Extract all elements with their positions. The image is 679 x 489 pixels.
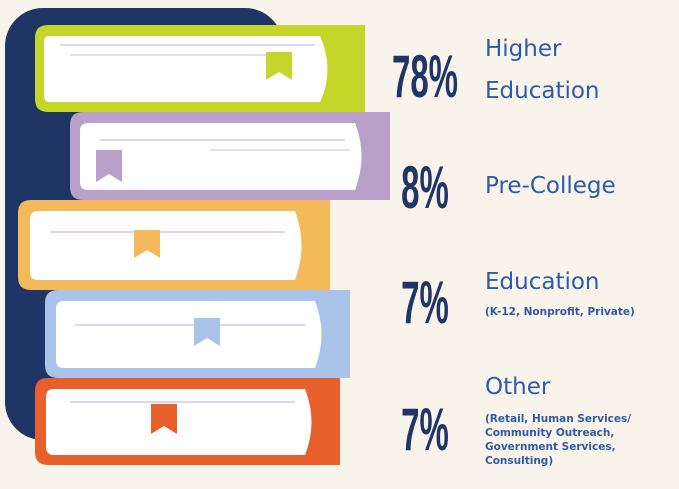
label-detail: (Retail, Human Services/: [485, 413, 631, 425]
book-pages: [46, 389, 312, 455]
label-detail: Government Services,: [485, 441, 616, 453]
label-title: Higher: [485, 36, 562, 62]
label-title: Education: [485, 78, 600, 104]
label-title: Pre-College: [485, 173, 616, 199]
percent: 78%: [392, 44, 458, 111]
label-title: Education: [485, 269, 600, 295]
book-pages: [56, 301, 322, 368]
percent: 7%: [401, 397, 449, 464]
label-detail: Community Outreach,: [485, 427, 614, 439]
book-pages: [80, 123, 362, 190]
percent: 7%: [401, 270, 449, 337]
label-title: Other: [485, 374, 551, 400]
percent: 8%: [401, 155, 449, 222]
label-detail: (K-12, Nonprofit, Private): [485, 306, 635, 318]
book-pages: [30, 211, 302, 280]
label-detail: Consulting): [485, 455, 553, 467]
infographic: 78% Higher Education 8% Pre-College 7% Educati…: [0, 0, 679, 489]
